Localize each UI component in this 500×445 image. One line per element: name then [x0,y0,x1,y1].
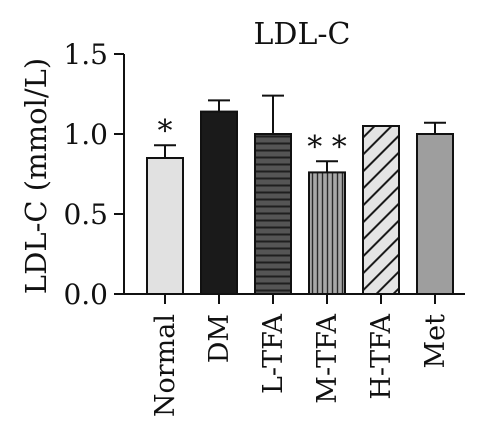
chart-title: LDL-C [254,17,351,52]
y-tick-label: 0.0 [63,278,108,311]
y-tick-label: 1.5 [63,38,108,71]
x-tick-label-dm: DM [204,314,235,363]
significance-marker-m-tfa: * * [307,130,347,165]
y-axis-label: LDL-C (mmol/L) [19,58,53,294]
y-tick-label: 1.0 [63,118,108,151]
x-tick-label-l-tfa: L-TFA [258,314,289,394]
bar-met [416,133,454,295]
error-bars-group [154,94,446,173]
x-axis: Normal DM L-TFA M-TFA H-TFA Met [124,293,465,417]
bar-dm [200,110,238,295]
bar-h-tfa [362,125,400,295]
bar-normal [146,157,184,295]
bar-l-tfa [254,133,292,295]
x-tick-label-normal: Normal [150,314,181,417]
x-tick-label-h-tfa: H-TFA [366,314,397,400]
significance-markers: * * * [158,114,347,165]
error-bar-met [424,121,446,134]
error-bar-dm [208,99,230,112]
error-bar-m-tfa [316,160,338,173]
x-tick-label-met: Met [420,314,451,369]
error-bar-l-tfa [262,94,284,134]
bar-m-tfa [308,171,346,295]
significance-marker-normal: * [158,114,173,149]
x-tick-label-m-tfa: M-TFA [312,314,343,404]
bars-group [146,110,454,295]
error-bar-normal [154,144,176,158]
y-tick-label: 0.5 [63,198,108,231]
y-axis: 0.0 0.5 1.0 1.5 [63,38,125,311]
